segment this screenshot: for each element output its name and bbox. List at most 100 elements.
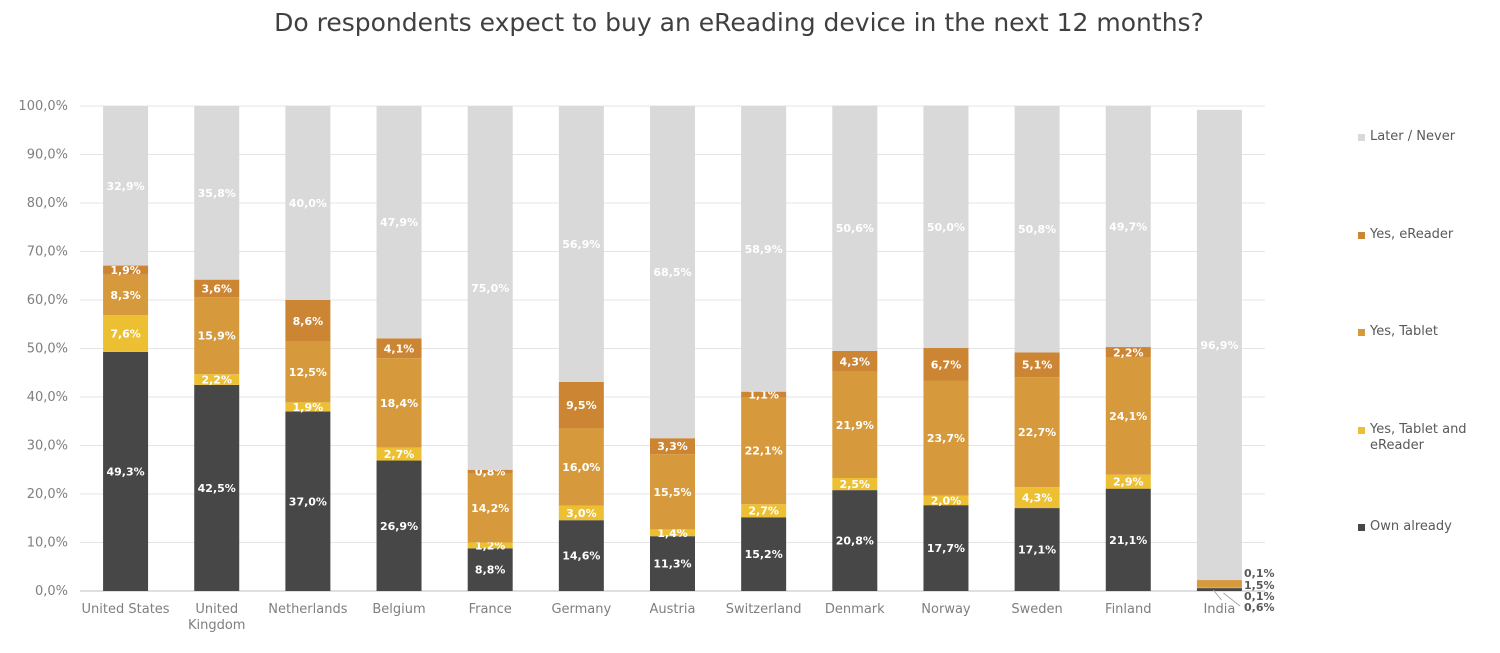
x-tick-label: Denmark bbox=[825, 602, 885, 617]
y-tick-label: 0,0% bbox=[35, 584, 68, 599]
data-label: 16,0% bbox=[562, 461, 600, 474]
bar-segment bbox=[194, 279, 240, 298]
x-tick-label: Belgium bbox=[372, 602, 425, 617]
bar-segment bbox=[285, 341, 331, 403]
data-label: 2,2% bbox=[1113, 346, 1144, 359]
x-tick-label: Switzerland bbox=[726, 602, 802, 617]
bar-segment bbox=[923, 348, 969, 381]
bar-segment bbox=[103, 274, 149, 316]
bar-segment bbox=[1196, 588, 1242, 591]
legend-label: Own already bbox=[1370, 519, 1452, 534]
bar-segment bbox=[285, 402, 331, 412]
bar-segment bbox=[1014, 508, 1060, 591]
data-label: 18,4% bbox=[380, 397, 418, 410]
data-label: 14,6% bbox=[562, 550, 600, 563]
bar-segment bbox=[558, 428, 604, 506]
data-label: 1,5% bbox=[1244, 579, 1275, 592]
data-label: 8,8% bbox=[475, 564, 506, 577]
x-tick-label: Kingdom bbox=[188, 618, 246, 633]
bar-segment bbox=[650, 454, 695, 530]
data-label: 2,9% bbox=[1113, 476, 1144, 489]
x-tick-label: United States bbox=[82, 602, 170, 617]
data-label: 8,6% bbox=[293, 315, 324, 328]
bar-segment bbox=[1014, 352, 1060, 378]
bar-segment bbox=[923, 105, 969, 349]
data-label: 14,2% bbox=[471, 502, 509, 515]
bar-segment bbox=[285, 106, 331, 300]
legend-item: Own already bbox=[1358, 519, 1452, 535]
x-tick-label: France bbox=[469, 602, 512, 617]
bar-segment bbox=[923, 380, 969, 496]
data-label: 56,9% bbox=[562, 238, 600, 251]
bar-segment bbox=[832, 371, 878, 478]
data-label: 3,6% bbox=[201, 282, 232, 295]
data-label: 17,7% bbox=[927, 542, 965, 555]
x-tick-label: United bbox=[195, 602, 238, 617]
legend-item: Later / Never bbox=[1358, 129, 1455, 145]
y-tick-label: 40,0% bbox=[27, 390, 68, 405]
bar-segment bbox=[194, 106, 240, 280]
y-tick-label: 10,0% bbox=[27, 536, 68, 551]
bar-segment bbox=[467, 469, 513, 474]
bar-segment bbox=[832, 350, 878, 372]
data-label: 68,5% bbox=[653, 266, 691, 279]
bar-segment bbox=[103, 351, 149, 591]
bar-segment bbox=[103, 106, 149, 266]
legend-label: Yes, eReader bbox=[1370, 227, 1454, 242]
data-label: 0,1% bbox=[1244, 590, 1275, 603]
legend-label: Yes, Tablet bbox=[1370, 324, 1438, 339]
bar-segment bbox=[741, 517, 787, 591]
bar-segment bbox=[650, 438, 695, 455]
data-label: 17,1% bbox=[1018, 544, 1056, 557]
data-label: 22,1% bbox=[745, 445, 783, 458]
x-tick-label: Sweden bbox=[1011, 602, 1062, 617]
bar-segment bbox=[194, 374, 240, 385]
bar-segment bbox=[1105, 357, 1151, 475]
y-tick-label: 30,0% bbox=[27, 439, 68, 454]
bar-segment bbox=[741, 391, 787, 397]
bar-segment bbox=[467, 473, 513, 543]
data-label: 49,7% bbox=[1109, 221, 1147, 234]
legend-swatch bbox=[1358, 134, 1365, 141]
x-tick-label: Germany bbox=[551, 602, 611, 617]
bar-segment bbox=[467, 106, 513, 470]
data-label: 2,7% bbox=[384, 448, 415, 461]
data-label: 58,9% bbox=[745, 243, 783, 256]
bar-segment bbox=[1105, 106, 1151, 348]
y-tick-label: 100,0% bbox=[18, 99, 68, 114]
y-tick-label: 80,0% bbox=[27, 196, 68, 211]
x-tick-label: Norway bbox=[921, 602, 971, 617]
y-tick-label: 60,0% bbox=[27, 293, 68, 308]
bar-segment bbox=[376, 358, 422, 448]
bar-segment bbox=[558, 505, 604, 521]
data-label: 42,5% bbox=[198, 482, 236, 495]
bar-segment bbox=[558, 381, 604, 429]
data-label: 0,1% bbox=[1244, 567, 1275, 580]
legend-item: Yes, Tablet and eReader bbox=[1358, 422, 1467, 454]
data-label: 2,5% bbox=[840, 478, 871, 491]
data-label: 32,9% bbox=[106, 180, 144, 193]
legend-swatch bbox=[1358, 524, 1365, 531]
y-tick-label: 70,0% bbox=[27, 245, 68, 260]
data-label: 35,8% bbox=[198, 187, 236, 200]
data-label: 96,9% bbox=[1200, 339, 1238, 352]
bar-segment bbox=[650, 106, 695, 439]
legend-item: Yes, Tablet bbox=[1358, 324, 1438, 340]
legend-item: Yes, eReader bbox=[1358, 227, 1453, 243]
bar-segment bbox=[103, 315, 149, 352]
bar-segment bbox=[650, 536, 695, 591]
leader-line bbox=[1213, 589, 1222, 601]
bar-segment bbox=[923, 505, 969, 591]
data-label: 24,1% bbox=[1109, 410, 1147, 423]
data-label: 3,3% bbox=[657, 440, 688, 453]
data-label: 50,8% bbox=[1018, 223, 1056, 236]
data-label: 3,0% bbox=[566, 507, 597, 520]
bar-segment bbox=[832, 477, 878, 491]
data-label: 1,4% bbox=[657, 527, 688, 540]
bar-segment bbox=[103, 265, 149, 275]
bar-segment bbox=[832, 105, 878, 351]
bar-segment bbox=[558, 106, 604, 382]
legend-label: Yes, Tablet and eReader bbox=[1370, 422, 1467, 453]
data-label: 1,9% bbox=[293, 401, 324, 414]
